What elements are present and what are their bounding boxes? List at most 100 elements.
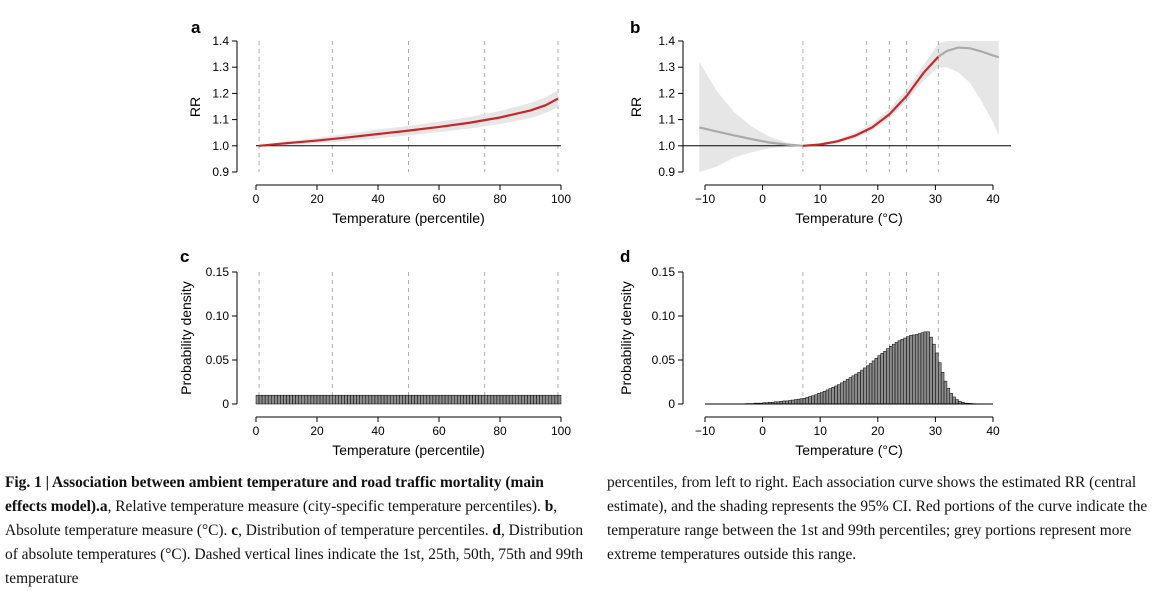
x-tick-label: −10	[695, 424, 716, 438]
histogram-bar	[789, 400, 792, 404]
histogram-bar	[299, 395, 302, 404]
histogram-bar	[302, 395, 305, 404]
histogram-bar	[512, 395, 515, 404]
histogram-bar	[546, 395, 549, 404]
histogram-bar	[506, 395, 509, 404]
histogram-bar	[314, 395, 317, 404]
histogram-bar	[265, 395, 268, 404]
histogram-bar	[384, 395, 387, 404]
histogram-bar	[308, 395, 311, 404]
x-tick-label: 100	[551, 424, 571, 438]
histogram-bar	[524, 395, 527, 404]
histogram-bar	[515, 395, 518, 404]
panel-letter-b: b	[630, 18, 640, 37]
histogram-bar	[381, 395, 384, 404]
histogram-bar	[884, 351, 887, 404]
panel-letter-c: c	[180, 247, 189, 266]
histogram-bar	[956, 400, 959, 404]
histogram-bar	[941, 372, 944, 404]
y-tick-label: 1.3	[212, 60, 229, 74]
histogram-bar	[317, 395, 320, 404]
y-tick-label: 1.2	[212, 86, 229, 100]
histogram-bar	[338, 395, 341, 404]
histogram-bar	[812, 396, 815, 404]
histogram-bar	[363, 395, 366, 404]
histogram-bar	[843, 381, 846, 404]
histogram-bar	[852, 376, 855, 404]
histogram-bar	[846, 379, 849, 404]
histogram-bar	[436, 395, 439, 404]
caption-d-label: d	[492, 522, 501, 539]
histogram-bar	[305, 395, 308, 404]
histogram-bar	[858, 372, 861, 404]
histogram-bar	[409, 395, 412, 404]
histogram-bar	[396, 395, 399, 404]
caption-continued: percentiles, from left to right. Each as…	[607, 471, 1173, 567]
histogram-bar	[866, 366, 869, 404]
y-tick-label: 0.05	[206, 353, 230, 367]
histogram-bar	[390, 395, 393, 404]
histogram-bar	[387, 395, 390, 404]
histogram-bar	[497, 395, 500, 404]
histogram-bar	[889, 346, 892, 404]
y-tick-label: 1.4	[212, 34, 229, 48]
histogram-bar	[479, 395, 482, 404]
x-tick-label: 40	[986, 192, 1000, 206]
histogram-bar	[430, 395, 433, 404]
series-line	[803, 57, 938, 146]
histogram-bar	[424, 395, 427, 404]
y-tick-label: 1.0	[658, 139, 675, 153]
histogram-bar	[924, 332, 927, 404]
histogram-bar	[558, 395, 561, 404]
histogram-bar	[290, 395, 293, 404]
histogram-bar	[332, 395, 335, 404]
histogram-bar	[357, 395, 360, 404]
y-tick-label: 0.9	[212, 165, 229, 179]
ylabel-density: Probability density	[618, 281, 634, 395]
histogram-bar	[944, 381, 947, 404]
histogram-bar	[537, 395, 540, 404]
x-tick-label: −10	[695, 192, 716, 206]
histogram-bar	[351, 395, 354, 404]
x-tick-label: 40	[986, 424, 1000, 438]
histogram-bar	[485, 395, 488, 404]
histogram-bar	[806, 397, 809, 404]
y-tick-label: 1.1	[658, 113, 675, 127]
xlabel-a: Temperature (percentile)	[332, 210, 485, 226]
histogram-bar	[442, 395, 445, 404]
xlabel-c: Temperature (percentile)	[332, 442, 485, 458]
histogram-bar	[445, 395, 448, 404]
histogram-bar	[953, 397, 956, 404]
caption-b-label: b	[545, 498, 554, 515]
x-tick-label: 20	[871, 424, 885, 438]
y-tick-label: 1.1	[212, 113, 229, 127]
y-tick-label: 0.15	[652, 265, 676, 279]
histogram-bar	[918, 334, 921, 404]
histogram-bar	[901, 339, 904, 404]
histogram-bar	[470, 395, 473, 404]
histogram-bar	[354, 395, 357, 404]
histogram-bar	[869, 364, 872, 404]
histogram-bar	[311, 395, 314, 404]
y-tick-label: 0.9	[658, 165, 675, 179]
histogram-bar	[454, 395, 457, 404]
histogram-bar	[820, 393, 823, 404]
histogram-bar	[259, 395, 262, 404]
histogram-bar	[881, 353, 884, 404]
histogram-bar	[393, 395, 396, 404]
histogram-bar	[829, 389, 832, 404]
histogram-bar	[360, 395, 363, 404]
histogram-bar	[256, 395, 259, 404]
caption-a-label: a	[100, 498, 108, 515]
histogram-bar	[895, 342, 898, 404]
histogram-bar	[326, 395, 329, 404]
x-tick-label: 0	[759, 192, 766, 206]
histogram-bar	[826, 390, 829, 404]
y-tick-label: 1.2	[658, 86, 675, 100]
histogram-bar	[463, 395, 466, 404]
histogram-bar	[947, 388, 950, 404]
histogram-bar	[466, 395, 469, 404]
histogram-bar	[935, 353, 938, 404]
histogram-bar	[448, 395, 451, 404]
